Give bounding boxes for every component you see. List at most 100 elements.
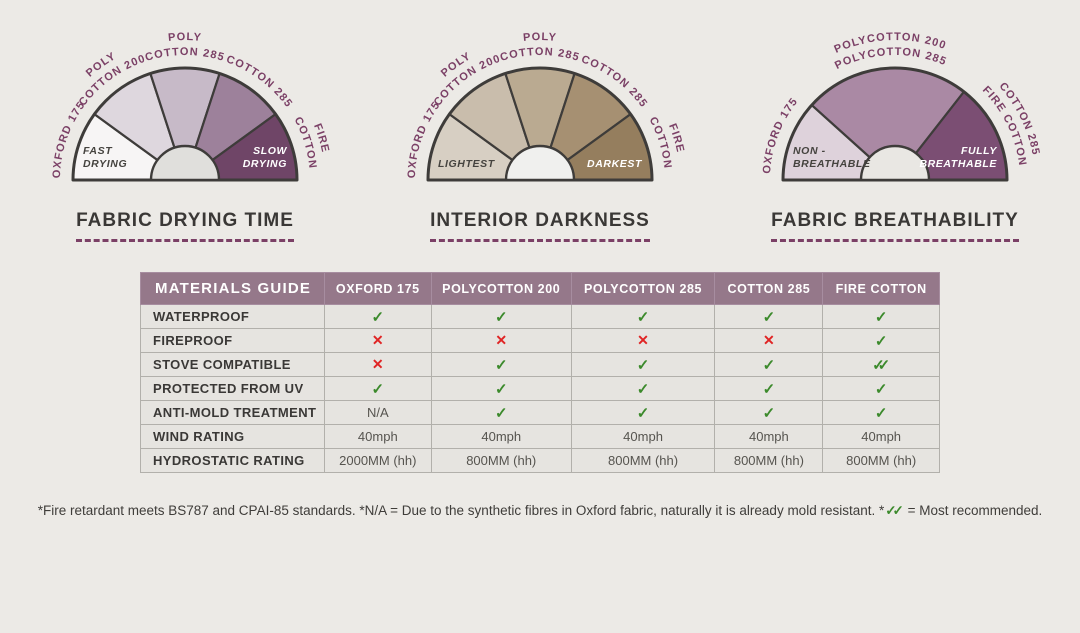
check-icon: ✓	[371, 380, 385, 398]
gauge-min-label: FAST DRYING	[83, 145, 127, 170]
gauge-fabric-drying-time: FAST DRYING SLOW DRYING OXFORD 175 POLY COTTON…	[15, 20, 355, 242]
double-check-icon: ✓✓	[872, 356, 891, 374]
check-icon: ✓	[636, 308, 650, 326]
materials-cell: ✕	[323, 352, 432, 377]
materials-cell: 40mph	[822, 424, 940, 449]
cross-icon: ✕	[763, 332, 775, 348]
materials-cell: ✓	[822, 328, 940, 353]
gauge-max-label: FULLY BREATHABLE	[919, 145, 997, 170]
fabric-breathability-gauge-chart: NON -BREATHABLE FULLY BREATHABLE OXFORD 175…	[725, 20, 1065, 198]
table-title: MATERIALS GUIDE	[140, 272, 325, 305]
gauge-min-label: NON -BREATHABLE	[793, 145, 871, 170]
check-icon: ✓	[762, 380, 776, 398]
check-icon: ✓	[762, 404, 776, 422]
check-icon: ✓	[874, 332, 888, 350]
row-label: FIREPROOF	[140, 328, 325, 353]
gauge-title: FABRIC BREATHABILITY	[771, 210, 1019, 231]
check-icon: ✓	[494, 380, 508, 398]
check-icon: ✓	[636, 356, 650, 374]
gauge-min-label: LIGHTEST	[438, 158, 496, 170]
materials-cell: ✓	[570, 304, 716, 329]
materials-cell: N/A	[323, 400, 432, 425]
materials-cell: ✓	[714, 304, 824, 329]
materials-guide-table: MATERIALS GUIDE OXFORD 175 POLYCOTTON 200 P…	[140, 272, 940, 473]
gauge-interior-darkness: LIGHTEST DARKEST OXFORD 175 POLY COTTON 200 P…	[370, 20, 710, 242]
cross-icon: ✕	[371, 332, 384, 348]
double-check-icon: ✓✓	[885, 503, 904, 518]
table-row: PROTECTED FROM UV ✓ ✓ ✓ ✓ ✓	[140, 376, 940, 401]
materials-cell: ✕	[714, 328, 824, 353]
dashed-underline	[430, 239, 650, 242]
gauge-arc-label: COTTON 285	[144, 46, 226, 64]
materials-cell: ✓	[430, 400, 572, 425]
check-icon: ✓	[636, 380, 650, 398]
fabric-drying-time-gauge-chart: FAST DRYING SLOW DRYING OXFORD 175 POLY COTTON…	[15, 20, 355, 198]
gauge-outline	[71, 66, 299, 182]
check-icon: ✓	[874, 380, 888, 398]
cross-icon: ✕	[495, 332, 508, 348]
gauge-arc-label: POLY	[168, 31, 203, 44]
gauge-fabric-breathability: NON -BREATHABLE FULLY BREATHABLE OXFORD 175…	[725, 20, 1065, 242]
check-icon: ✓	[371, 308, 385, 326]
footnote-text-after: = Most recommended.	[903, 503, 1043, 518]
check-icon: ✓	[636, 404, 650, 422]
cross-icon: ✕	[371, 356, 384, 372]
column-header: POLYCOTTON 200	[430, 272, 572, 305]
materials-cell: ✓	[714, 376, 824, 401]
gauge-outline	[781, 66, 1009, 182]
column-header: COTTON 285	[714, 272, 824, 305]
row-label: PROTECTED FROM UV	[140, 376, 325, 401]
gauge-caption: FABRIC DRYING TIME	[76, 210, 294, 242]
materials-cell: ✓	[714, 400, 824, 425]
materials-cell: 800MM (hh)	[822, 448, 940, 473]
gauge-center-hole	[859, 144, 931, 182]
materials-cell: ✓	[570, 352, 716, 377]
row-label: WIND RATING	[140, 424, 325, 449]
materials-cell: ✕	[430, 328, 572, 353]
materials-cell: ✓	[430, 304, 572, 329]
materials-cell: ✓	[714, 352, 824, 377]
check-icon: ✓	[762, 356, 776, 374]
table-row: WATERPROOF ✓ ✓ ✓ ✓ ✓	[140, 304, 940, 329]
table-row: HYDROSTATIC RATING 2000MM (hh) 800MM (hh) 8…	[140, 448, 940, 473]
materials-cell: ✕	[323, 328, 432, 353]
materials-cell: ✓	[430, 376, 572, 401]
materials-cell: ✓	[570, 376, 716, 401]
materials-cell: ✓	[822, 400, 940, 425]
cross-icon: ✕	[637, 332, 649, 348]
materials-cell: 800MM (hh)	[714, 448, 824, 473]
footnote-text-before: *Fire retardant meets BS787 and CPAI-85 …	[37, 503, 885, 518]
gauge-arc-label: FIRE	[666, 122, 686, 154]
materials-cell: 800MM (hh)	[570, 448, 716, 473]
row-label: STOVE COMPATIBLE	[140, 352, 325, 377]
table-row: STOVE COMPATIBLE ✕ ✓ ✓ ✓ ✓✓	[140, 352, 940, 377]
table-header-row: MATERIALS GUIDE OXFORD 175 POLYCOTTON 200 P…	[140, 272, 940, 305]
check-icon: ✓	[494, 356, 508, 374]
materials-cell: ✕	[570, 328, 716, 353]
row-label: WATERPROOF	[140, 304, 325, 329]
table-row: ANTI-MOLD TREATMENT N/A ✓ ✓ ✓ ✓	[140, 400, 940, 425]
materials-cell: ✓	[570, 400, 716, 425]
interior-darkness-gauge-chart: LIGHTEST DARKEST OXFORD 175 POLY COTTON 200 P…	[370, 20, 710, 198]
column-header: FIRE COTTON	[822, 272, 940, 305]
gauge-arc-label: COTTON 285	[499, 46, 581, 64]
table-row: WIND RATING 40mph 40mph 40mph 40mph 40mph	[140, 424, 940, 449]
materials-cell: 40mph	[714, 424, 824, 449]
gauge-max-label: DARKEST	[587, 158, 643, 170]
materials-cell: ✓	[822, 376, 940, 401]
gauge-arc-label: POLY	[523, 31, 558, 44]
gauge-title: FABRIC DRYING TIME	[76, 210, 294, 231]
dashed-underline	[76, 239, 294, 242]
row-label: HYDROSTATIC RATING	[140, 448, 325, 473]
gauge-caption: FABRIC BREATHABILITY	[771, 210, 1019, 242]
column-header: POLYCOTTON 285	[570, 272, 716, 305]
gauge-max-label: SLOW DRYING	[243, 145, 288, 170]
check-icon: ✓	[494, 404, 508, 422]
materials-cell: 40mph	[323, 424, 432, 449]
row-label: ANTI-MOLD TREATMENT	[140, 400, 325, 425]
check-icon: ✓	[494, 308, 508, 326]
